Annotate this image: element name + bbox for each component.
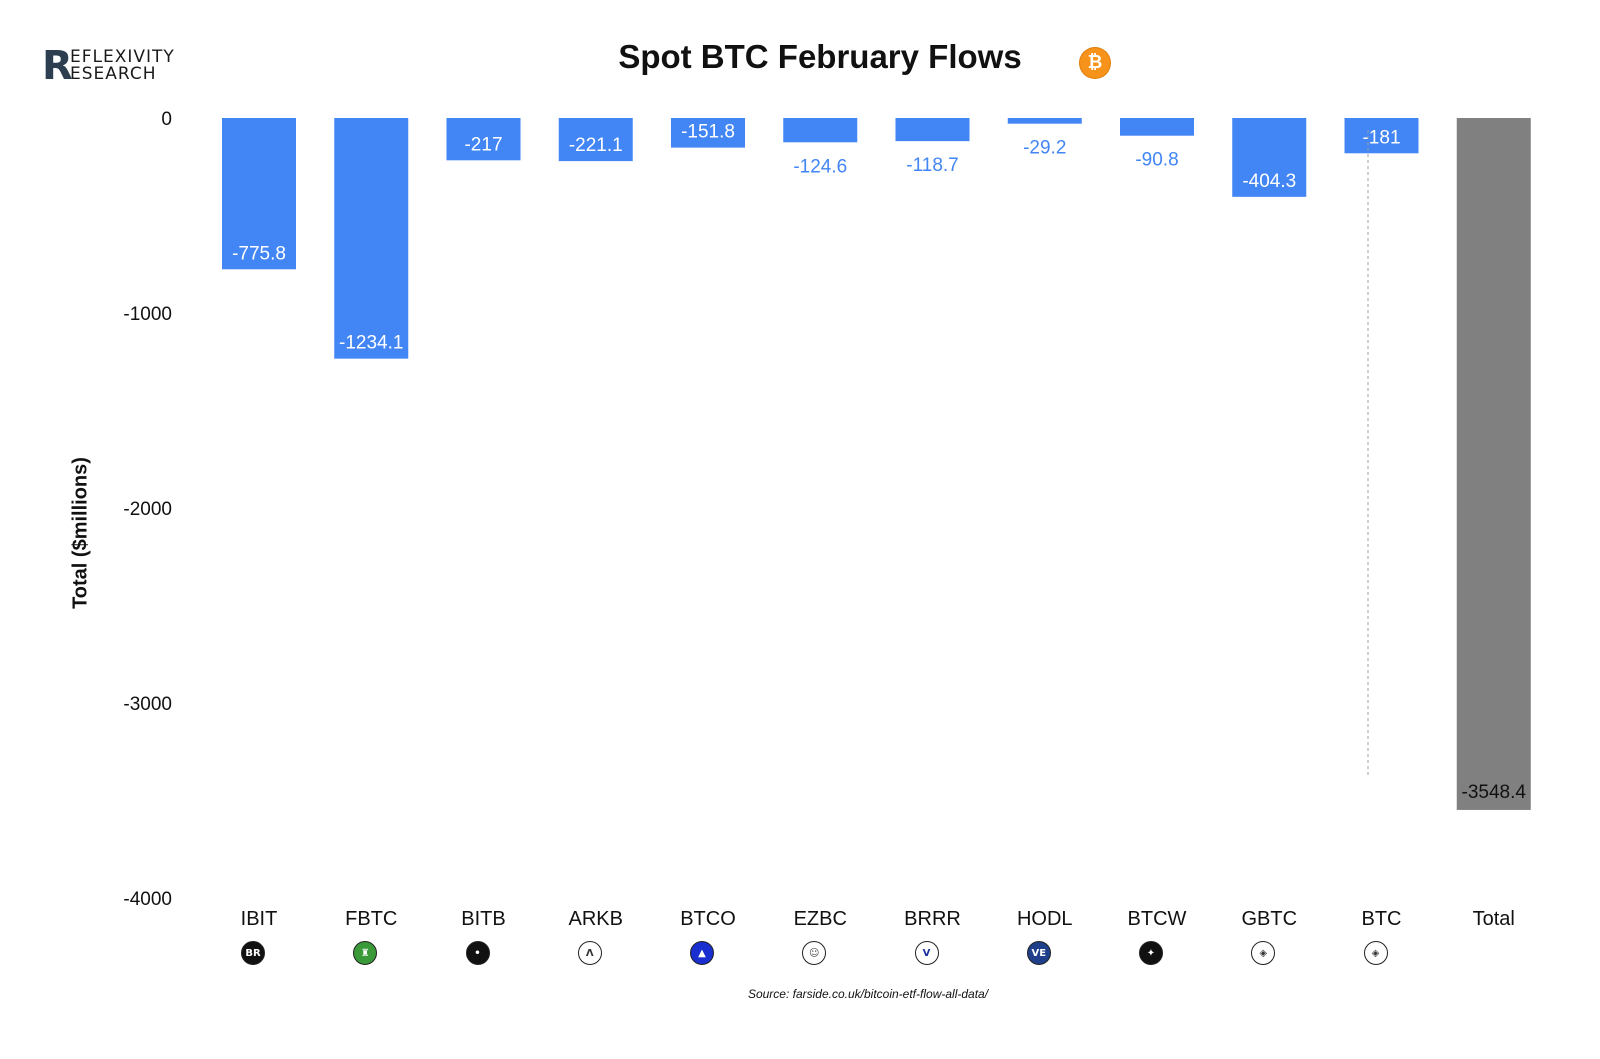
data-label: -1234.1 <box>339 333 403 354</box>
y-tick-label: -1000 <box>123 304 172 325</box>
bar <box>783 118 858 143</box>
bar <box>671 118 745 148</box>
data-label: -124.6 <box>793 156 847 177</box>
x-tick-label: EZBC <box>794 908 847 930</box>
x-tick-label: FBTC <box>345 908 397 930</box>
data-label: -217 <box>464 134 502 155</box>
bar <box>1344 118 1419 154</box>
data-label: -29.2 <box>1023 138 1066 159</box>
bar <box>558 118 633 162</box>
data-label: -181 <box>1362 127 1400 148</box>
bar <box>1007 118 1082 124</box>
x-tick-label: HODL <box>1017 908 1073 930</box>
valkyrie-icon: V <box>914 941 939 965</box>
ark-icon: Λ <box>577 941 602 965</box>
bar <box>1232 118 1307 197</box>
x-tick-label: ARKB <box>569 908 623 930</box>
chart-title: Spot BTC February Flows <box>618 38 1022 75</box>
franklin-icon: ☺ <box>802 941 827 965</box>
y-tick-label: -4000 <box>123 889 172 910</box>
bar <box>895 118 970 142</box>
data-label: -3548.4 <box>1462 782 1527 803</box>
data-label: -151.8 <box>681 122 735 143</box>
data-label: -775.8 <box>232 243 286 264</box>
y-tick-label: 0 <box>161 109 172 130</box>
invesco-icon: ▲ <box>690 941 714 965</box>
bar <box>222 118 296 270</box>
wisdomtree-icon: ✦ <box>1139 941 1163 965</box>
bar <box>446 118 521 161</box>
x-tick-label: Total <box>1473 908 1515 930</box>
logo-letter: R <box>42 43 73 89</box>
bitcoin-icon: ₿ <box>1080 48 1110 78</box>
data-label: -90.8 <box>1135 150 1178 171</box>
bitwise-icon: • <box>465 941 490 965</box>
x-tick-label: BTCW <box>1128 908 1187 930</box>
logo-line-2: ESEARCH <box>70 64 157 84</box>
data-label: -221.1 <box>569 135 623 156</box>
etf-issuer-icons: BR ♜ • Λ ▲ ☺ V VE ✦ ◈ ◈ <box>0 940 1600 970</box>
x-tick-label: IBIT <box>241 908 278 930</box>
bar <box>1456 118 1531 810</box>
data-label: -118.7 <box>906 155 958 176</box>
x-tick-label: GBTC <box>1241 908 1297 930</box>
blackrock-icon: BR <box>241 941 265 965</box>
x-tick-label: BTCO <box>680 908 736 930</box>
fidelity-icon: ♜ <box>353 941 378 965</box>
y-tick-label: -3000 <box>123 694 172 715</box>
reflexivity-research-logo: R EFLEXIVITY ESEARCH <box>42 46 202 86</box>
bar <box>1120 118 1194 136</box>
source-note: Source: farside.co.uk/bitcoin-etf-flow-a… <box>747 987 989 1001</box>
x-tick-label: BTC <box>1362 908 1402 930</box>
bar <box>334 118 409 359</box>
grayscale-mini-icon: ◈ <box>1363 941 1388 965</box>
y-tick-label: -2000 <box>123 499 172 520</box>
data-label: -404.3 <box>1242 171 1296 192</box>
grayscale-icon: ◈ <box>1251 941 1276 965</box>
x-tick-label: BRRR <box>904 908 961 930</box>
vaneck-icon: VE <box>1026 941 1051 965</box>
logo-line-1: EFLEXIVITY <box>70 47 175 67</box>
x-tick-label: BITB <box>461 908 505 930</box>
